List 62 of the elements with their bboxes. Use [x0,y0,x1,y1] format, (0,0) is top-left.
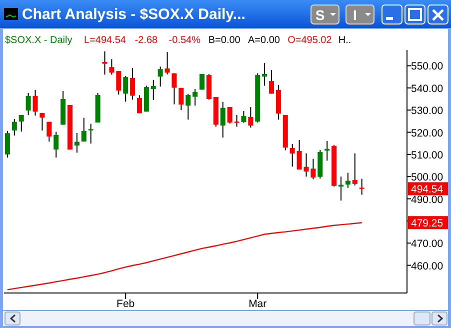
candlestick [241,110,246,124]
candlestick [46,121,52,142]
y-tick-label: 520.00 [411,127,444,140]
candlestick [18,114,24,132]
candlestick [130,67,136,100]
candlestick [296,140,302,170]
y-tick-label: 500.00 [411,172,444,184]
text: H.. [338,35,352,46]
candlestick [54,131,59,158]
y-tick-label: 460.00 [411,260,444,272]
text: O=495.02 [288,35,332,46]
candlestick [164,51,170,75]
candlestick [26,92,31,116]
candlestick [32,89,38,116]
y-tick-label: 530.00 [411,105,444,118]
candlestick [109,58,114,76]
candlestick [158,66,163,88]
line-series [6,222,362,290]
text: L=494.54 [84,35,126,46]
candlestick [262,62,268,86]
y-tick-label: 490.00 [411,194,444,206]
text: -0.54% [168,35,201,46]
y-tick-label: 550.00 [411,60,444,73]
x-tick-label: Mar [248,298,268,310]
candlestick [40,112,45,131]
text: -2.68 [134,35,158,46]
candlestick [220,101,226,138]
candlestick [352,152,358,186]
text: A=0.00 [248,35,280,46]
candlestick [88,123,94,144]
candlestick [74,132,80,154]
text: I [353,7,357,23]
chart-subtitle: $SOX.X - Daily [5,35,72,46]
y-tick-label: 470.00 [411,238,444,250]
candlestick [123,75,128,102]
candlestick [150,79,156,100]
candlestick [81,117,86,142]
candlestick [269,69,274,94]
candlestick [116,70,122,96]
candlestick [192,88,198,106]
text: S [315,7,325,23]
x-tick-label: Feb [116,298,135,310]
text: 479.25 [411,218,444,230]
candlestick [206,73,212,100]
y-tick-label: 540.00 [411,82,444,95]
candlestick [178,87,184,111]
candlestick [227,106,232,124]
text: 494.54 [411,184,444,196]
candlestick [186,93,191,120]
candlestick [290,144,295,168]
candlestick [172,72,177,105]
candlestick [136,94,142,114]
y-tick-label: 510.00 [411,149,444,162]
text: B=0.00 [208,35,241,46]
candlestick [345,172,350,188]
candlestick [234,114,240,128]
candlestick [4,130,10,158]
chart-title: Chart Analysis - $SOX.X Daily... [22,6,246,23]
candlestick [276,84,281,120]
candlestick [12,118,17,136]
candlestick [248,106,254,128]
candlestick [359,178,364,196]
